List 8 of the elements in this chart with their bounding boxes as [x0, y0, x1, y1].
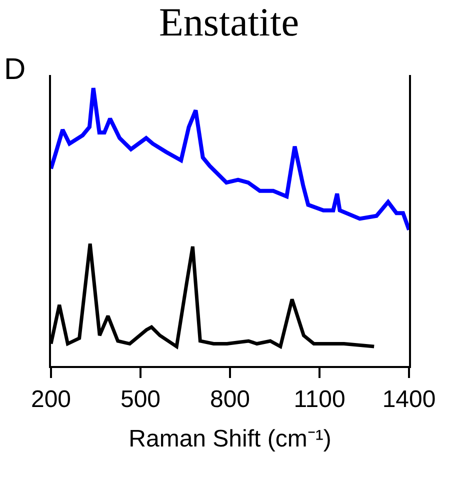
chart-title: Enstatite	[159, 0, 299, 44]
x-tick-label: 200	[30, 386, 72, 413]
text: D	[4, 53, 26, 86]
x-tick-label: 800	[210, 386, 250, 413]
x-axis-title: Raman Shift (cm⁻¹)	[128, 426, 332, 453]
x-tick-label: 1400	[382, 386, 436, 413]
x-tick-label: 1100	[294, 386, 346, 413]
x-tick-label: 500	[120, 386, 161, 413]
